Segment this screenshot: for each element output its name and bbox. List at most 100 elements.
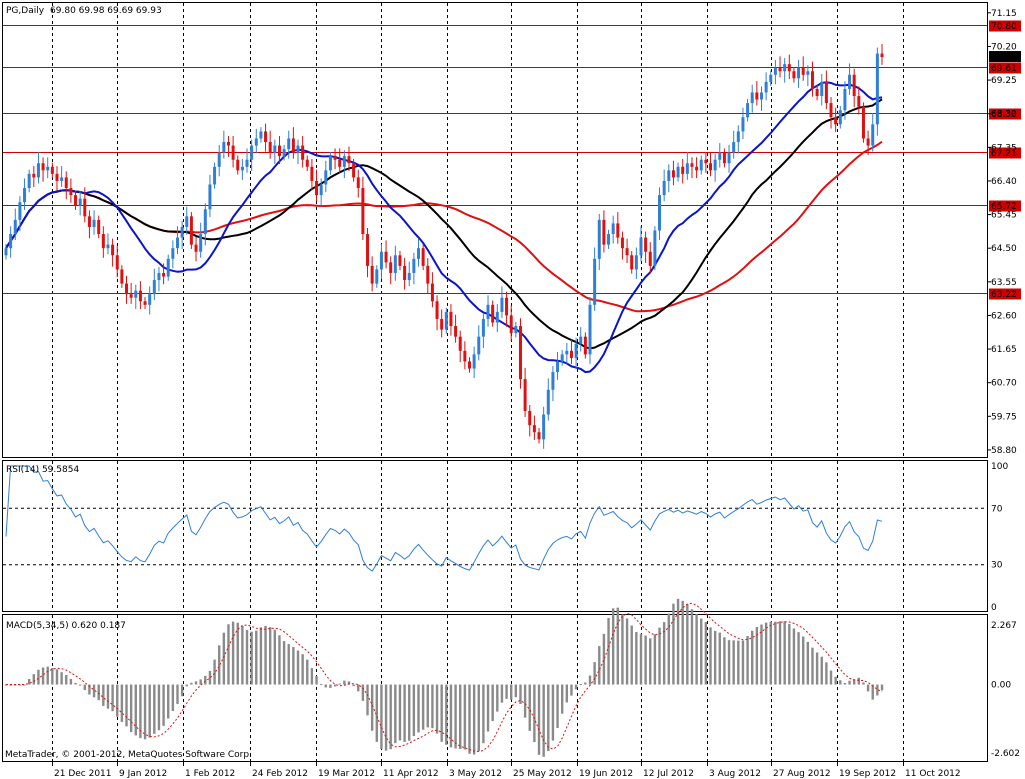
- macd-bar: [829, 670, 833, 685]
- macd-bar: [741, 640, 745, 685]
- candle-body: [259, 131, 263, 139]
- macd-tick-label: 2.267: [991, 621, 1017, 631]
- macd-bar: [236, 622, 239, 685]
- candle-body: [616, 223, 620, 238]
- candle-body: [55, 173, 59, 181]
- candle-body: [60, 177, 64, 181]
- rsi-tick-label: 100: [991, 462, 1008, 472]
- candle-body: [361, 188, 365, 235]
- macd-bar: [607, 617, 610, 685]
- candle-body: [787, 64, 791, 72]
- price-tick-label: 60.70: [991, 379, 1017, 389]
- macd-bar: [324, 684, 328, 688]
- candle-body: [861, 106, 865, 139]
- candle-body: [866, 138, 870, 146]
- candle-body: [685, 163, 689, 174]
- candle-body: [472, 354, 476, 369]
- price-tick-label: 71.15: [991, 9, 1017, 19]
- macd-bar: [282, 641, 286, 685]
- macd-bar: [171, 684, 175, 712]
- macd-bar: [806, 641, 810, 685]
- candle-body: [495, 311, 499, 323]
- macd-bar: [111, 684, 114, 712]
- macd-bar: [700, 618, 703, 685]
- macd-bar: [644, 635, 647, 685]
- macd-bar: [857, 677, 861, 685]
- macd-bar: [60, 672, 63, 685]
- level-label: 69.61: [991, 64, 1017, 74]
- candle-body: [27, 173, 31, 189]
- macd-bar: [639, 633, 643, 685]
- candle-body: [810, 71, 814, 89]
- candle-body: [134, 290, 138, 298]
- candle-body: [157, 272, 161, 281]
- candle-body: [676, 166, 680, 178]
- date-label: 27 Aug 2012: [773, 769, 831, 779]
- macd-bar: [542, 684, 545, 757]
- macd-bar: [746, 636, 749, 685]
- candle-body: [620, 237, 624, 249]
- macd-bar: [533, 684, 536, 743]
- macd-bar: [713, 630, 717, 685]
- candle-body: [273, 145, 277, 153]
- macd-bar: [250, 631, 253, 685]
- macd-bar: [264, 625, 267, 685]
- macd-bar: [268, 627, 272, 685]
- macd-bar: [380, 684, 383, 749]
- macd-bar: [551, 684, 555, 741]
- price-tick-label: 64.50: [991, 244, 1017, 254]
- macd-bar: [352, 684, 355, 687]
- macd-bar: [496, 684, 499, 712]
- macd-bar: [245, 630, 249, 685]
- macd-bar: [306, 659, 309, 685]
- rsi-line: [5, 465, 883, 572]
- macd-bar: [737, 640, 740, 685]
- candle-body: [250, 145, 254, 160]
- macd-tick-label: -2.602: [991, 749, 1020, 759]
- moving-averages: [5, 81, 883, 374]
- candle-body: [240, 166, 244, 171]
- rsi-title: RSI(14) 59.5854: [6, 465, 79, 475]
- macd-bar: [523, 684, 527, 718]
- macd-bar: [319, 683, 323, 685]
- macd-bar: [593, 662, 596, 685]
- macd-bar: [259, 627, 263, 685]
- candle-body: [50, 166, 54, 174]
- candle-body: [639, 237, 643, 256]
- macd-bar: [426, 684, 429, 728]
- macd-bar: [834, 676, 837, 685]
- candle-body: [208, 184, 212, 210]
- candle-body: [338, 159, 342, 167]
- macd-bar: [329, 684, 332, 688]
- candle-body: [87, 216, 91, 227]
- macd-bar: [51, 668, 54, 685]
- macd-bar: [366, 684, 369, 716]
- candle-body: [106, 244, 110, 249]
- candle-body: [695, 166, 699, 171]
- macd-bar: [811, 647, 814, 685]
- macd-bar: [134, 684, 137, 736]
- candle-body: [588, 304, 592, 355]
- candle-body: [593, 258, 597, 305]
- candle-body: [505, 297, 509, 316]
- macd-bar: [815, 652, 819, 685]
- macd-bar: [417, 684, 420, 733]
- candle-body: [236, 159, 240, 171]
- candle-body: [277, 145, 281, 157]
- candle-body: [778, 67, 782, 72]
- macd-title: MACD(5,34,5) 0.620 0.187: [6, 621, 126, 631]
- candle-body: [287, 138, 291, 150]
- macd-bar: [129, 684, 133, 733]
- macd-bar: [690, 609, 694, 685]
- candle-body: [718, 152, 722, 160]
- macd-plot: [4, 598, 884, 757]
- macd-bar: [194, 681, 198, 685]
- current-price-bg: [989, 51, 1021, 63]
- candle-body: [101, 234, 105, 249]
- candle-body: [556, 361, 560, 373]
- level-label-bg: [989, 288, 1021, 300]
- macd-bar: [273, 629, 277, 685]
- macd-bar: [9, 684, 12, 686]
- macd-signal-line: [6, 602, 883, 753]
